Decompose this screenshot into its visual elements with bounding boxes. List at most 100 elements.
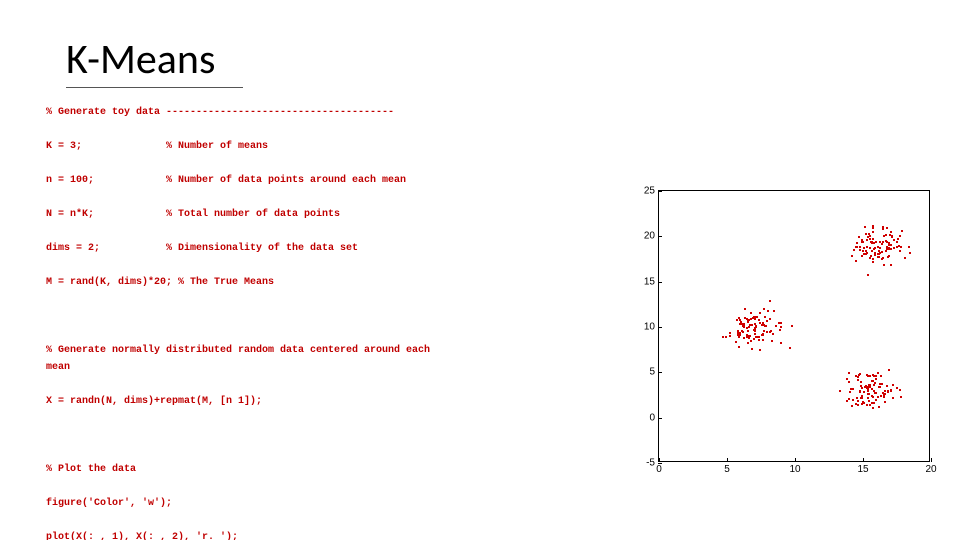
data-point — [856, 242, 858, 244]
data-point — [738, 346, 740, 348]
ytick-label: 0 — [649, 412, 659, 423]
data-point — [848, 372, 850, 374]
data-point — [762, 339, 764, 341]
data-point — [899, 250, 901, 252]
code-line: X = randn(N, dims)+repmat(M, [n 1]); — [46, 393, 606, 410]
data-point — [746, 318, 748, 320]
code-line — [46, 512, 606, 529]
data-point — [759, 349, 761, 351]
data-point — [862, 250, 864, 252]
xtick-label: 10 — [789, 461, 800, 475]
data-point — [763, 308, 765, 310]
xtick-label: 5 — [724, 461, 730, 475]
data-point — [885, 250, 887, 252]
data-point — [887, 247, 889, 249]
data-point — [871, 250, 873, 252]
data-point — [850, 388, 852, 390]
data-point — [855, 260, 857, 262]
data-point — [868, 400, 870, 402]
data-point — [753, 329, 755, 331]
ytick-label: 20 — [644, 231, 659, 242]
code-line: % Generate normally distributed random d… — [46, 342, 606, 359]
data-point — [857, 404, 859, 406]
data-point — [859, 246, 861, 248]
data-point — [860, 381, 862, 383]
code-line — [46, 121, 606, 138]
data-point — [881, 251, 883, 253]
data-point — [872, 231, 874, 233]
data-point — [752, 317, 754, 319]
data-point — [766, 320, 768, 322]
data-point — [857, 379, 859, 381]
data-point — [875, 378, 877, 380]
data-point — [735, 341, 737, 343]
data-point — [888, 242, 890, 244]
page-title: K-Means — [66, 34, 243, 88]
data-point — [880, 375, 882, 377]
data-point — [748, 335, 750, 337]
code-line: N = n*K; % Total number of data points — [46, 206, 606, 223]
data-point — [751, 324, 753, 326]
data-point — [771, 340, 773, 342]
data-point — [865, 253, 867, 255]
data-point — [878, 253, 880, 255]
data-point — [872, 238, 874, 240]
data-point — [887, 390, 889, 392]
data-point — [863, 391, 865, 393]
data-point — [890, 244, 892, 246]
data-point — [779, 329, 781, 331]
data-point — [884, 390, 886, 392]
data-point — [890, 390, 892, 392]
code-line: plot(X(: , 1), X(: , 2), 'r. '); — [46, 529, 606, 540]
data-point — [867, 390, 869, 392]
data-point — [877, 396, 879, 398]
data-point — [909, 252, 911, 254]
data-point — [869, 235, 871, 237]
data-point — [866, 239, 868, 241]
data-point — [871, 380, 873, 382]
code-line: M = rand(K, dims)*20; % The True Means — [46, 274, 606, 291]
data-point — [874, 254, 876, 256]
data-point — [744, 308, 746, 310]
data-point — [864, 226, 866, 228]
xtick-label: 15 — [857, 461, 868, 475]
data-point — [859, 390, 861, 392]
data-point — [872, 261, 874, 263]
data-point — [872, 407, 874, 409]
data-point — [769, 300, 771, 302]
data-point — [883, 264, 885, 266]
data-point — [763, 330, 765, 332]
code-line: K = 3; % Number of means — [46, 138, 606, 155]
data-point — [852, 399, 854, 401]
data-point — [890, 248, 892, 250]
data-point — [737, 332, 739, 334]
data-point — [885, 240, 887, 242]
data-point — [750, 312, 752, 314]
data-point — [866, 404, 868, 406]
code-line: figure('Color', 'w'); — [46, 495, 606, 512]
data-point — [874, 382, 876, 384]
data-point — [877, 246, 879, 248]
data-point — [751, 348, 753, 350]
code-line: dims = 2; % Dimensionality of the data s… — [46, 240, 606, 257]
data-point — [875, 399, 877, 401]
data-point — [729, 335, 731, 337]
data-point — [885, 234, 887, 236]
data-point — [892, 384, 894, 386]
data-point — [881, 258, 883, 260]
data-point — [759, 312, 761, 314]
data-point — [857, 400, 859, 402]
data-point — [852, 388, 854, 390]
data-point — [738, 317, 740, 319]
data-point — [736, 319, 738, 321]
data-point — [873, 390, 875, 392]
code-line — [46, 223, 606, 240]
ytick-label: 5 — [649, 367, 659, 378]
data-point — [773, 310, 775, 312]
data-point — [758, 336, 760, 338]
code-line — [46, 410, 606, 427]
data-point — [791, 325, 793, 327]
data-point — [880, 395, 882, 397]
data-point — [848, 398, 850, 400]
plot-area: -5051015202505101520 — [658, 190, 930, 462]
